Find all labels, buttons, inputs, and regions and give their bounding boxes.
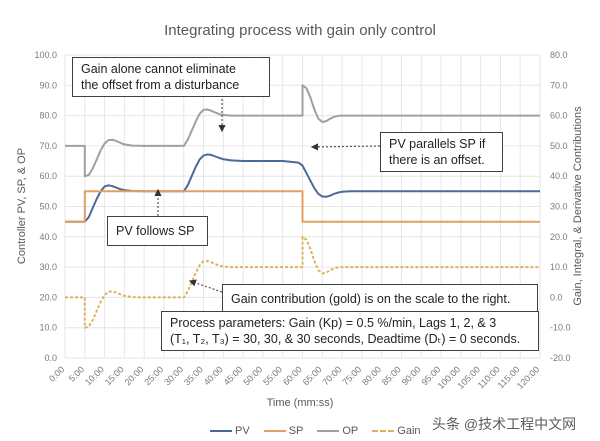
y2-tick-label: -10.0 [550,323,571,333]
legend-item-gain[interactable]: Gain [372,425,421,437]
y2-tick-label: 20.0 [550,232,568,242]
watermark: 头条 @技术工程中文网 [432,416,577,432]
annotation-pv-parallels: PV parallels SP if there is an offset. [380,132,503,172]
x-tick-label: 20:00 [123,364,146,387]
x-tick-label: 10:00 [83,364,106,387]
legend-swatch-sp [263,430,286,432]
y-axis-label: Controller PV, SP, & OP [16,147,28,265]
x-tick-label: 50:00 [241,364,264,387]
x-tick-label: 75:00 [340,364,363,387]
y-tick-label: 60.0 [39,171,57,181]
x-tick-label: 70:00 [320,364,343,387]
annotation-text: Process parameters: Gain (Kp) = 0.5 %/mi… [170,316,497,330]
legend-label: PV [235,425,250,437]
y2-tick-label: 60.0 [550,111,568,121]
x-tick-label: 65:00 [301,364,324,387]
legend-item-pv[interactable]: PV [210,425,250,437]
x-axis-label: Time (mm:ss) [266,397,334,409]
series-line-sp [65,190,540,223]
y2-tick-label: 70.0 [550,80,568,90]
legend-item-sp[interactable]: SP [263,425,304,437]
x-tick-label: 25:00 [142,364,165,387]
y2-tick-label: 50.0 [550,141,568,151]
chart-legend: PV SP OP Gain [210,425,421,437]
annotation-offset-disturbance: Gain alone cannot eliminate the offset f… [72,57,270,97]
y-tick-label: 90.0 [39,80,57,90]
chart-title: Integrating process with gain only contr… [164,22,436,39]
annotation-text: PV follows SP [116,224,195,238]
annotation-text: the offset from a disturbance [81,78,240,92]
y-tick-label: 20.0 [39,292,57,302]
annotation-gain-scale: Gain contribution (gold) is on the scale… [222,284,538,314]
y2-tick-label: 0.0 [550,292,563,302]
x-tick-label: 30:00 [162,364,185,387]
legend-label: Gain [397,425,421,437]
series-line-pv [65,153,540,223]
annotation-text: Gain contribution (gold) is on the scale… [231,292,511,306]
x-tick-label: 60:00 [281,364,304,387]
legend-item-op[interactable]: OP [317,425,358,437]
y2-tick-label: 10.0 [550,262,568,272]
x-tick-label: 40:00 [202,364,225,387]
x-tick-label: 120:00 [515,364,542,391]
legend-swatch-op [317,430,340,432]
y2-tick-label: 80.0 [550,50,568,60]
y-tick-label: 0.0 [44,353,57,363]
x-tick-label: 0:00 [47,364,66,383]
annotation-arrow [188,279,223,293]
annotation-text: there is an offset. [389,153,485,167]
x-tick-label: 90:00 [400,364,423,387]
legend-label: OP [342,425,359,437]
y2-tick-label: -20.0 [550,353,571,363]
annotation-arrow [310,143,381,151]
annotation-text: (T₁, T₂, T₃) = 30, 30, & 30 seconds, Dea… [170,332,521,346]
y-tick-label: 10.0 [39,323,57,333]
y-tick-label: 40.0 [39,232,57,242]
annotation-text: PV parallels SP if [389,137,486,151]
y-tick-label: 100.0 [34,50,57,60]
legend-swatch-gain [372,430,395,432]
y-tick-label: 50.0 [39,202,57,212]
y2-axis-label: Gain, Integral, & Derivative Contributio… [572,106,584,306]
annotation-process-parameters: Process parameters: Gain (Kp) = 0.5 %/mi… [161,311,539,351]
series-line-op [65,84,540,178]
annotation-text: Gain alone cannot eliminate [81,62,236,76]
y2-tick-label: 30.0 [550,202,568,212]
x-tick-label: 15:00 [103,364,126,387]
y-tick-label: 70.0 [39,141,57,151]
x-tick-label: 35:00 [182,364,205,387]
x-tick-label: 80:00 [360,364,383,387]
x-tick-label: 45:00 [222,364,245,387]
y-tick-label: 80.0 [39,111,57,121]
y2-tick-label: 40.0 [550,171,568,181]
y-tick-label: 30.0 [39,262,57,272]
legend-swatch-pv [210,430,232,432]
x-tick-label: 85:00 [380,364,403,387]
x-tick-label: 55:00 [261,364,284,387]
series-line-gain [65,235,540,329]
annotation-pv-follows-sp: PV follows SP [107,216,208,246]
legend-label: SP [288,425,304,437]
